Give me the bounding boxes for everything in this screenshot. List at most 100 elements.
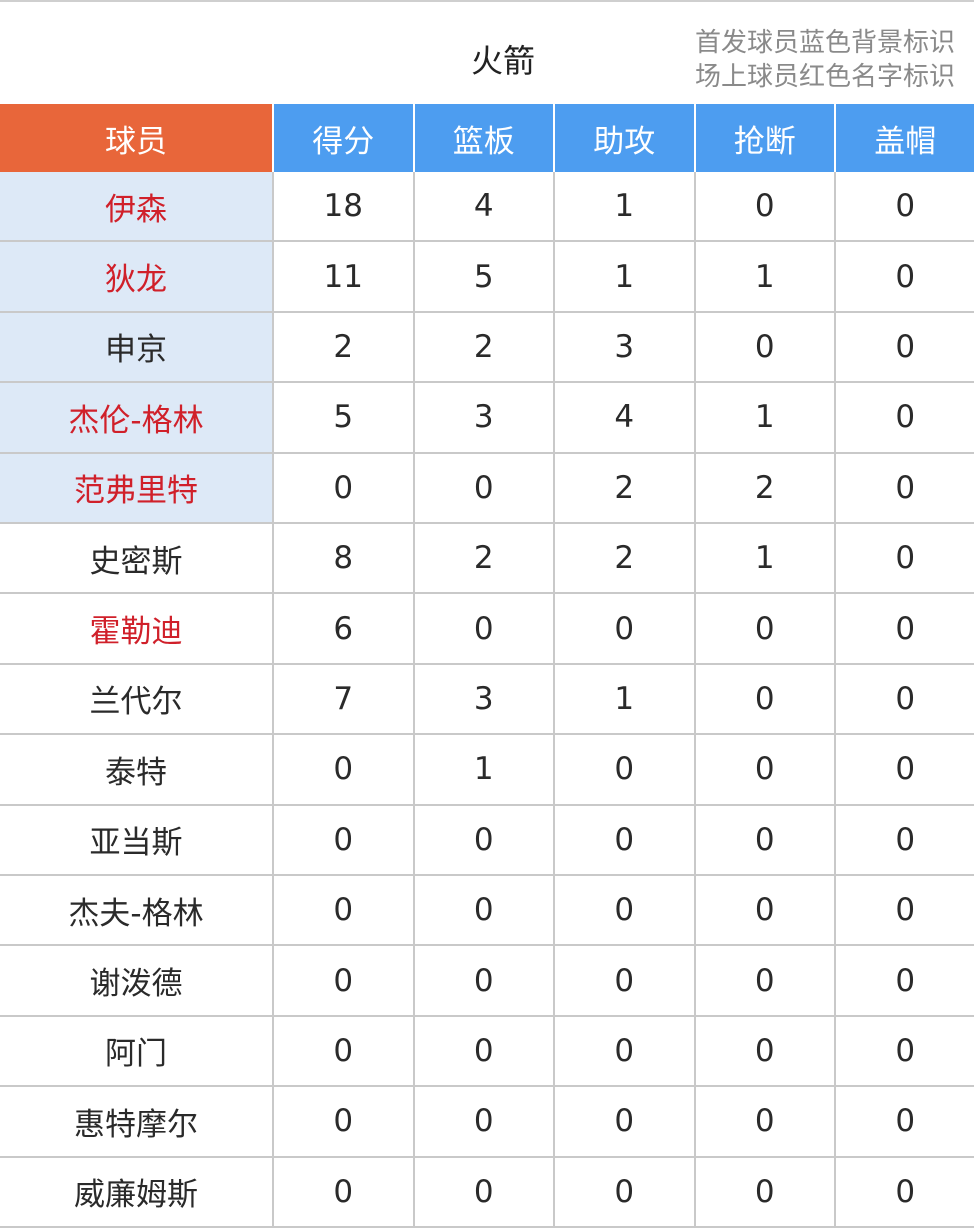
player-name: 伊森 xyxy=(0,172,274,243)
stat-cell: 4 xyxy=(414,172,555,243)
stat-cell: 0 xyxy=(555,735,696,806)
stat-cell: 0 xyxy=(695,946,836,1017)
stat-cell: 11 xyxy=(274,242,415,313)
stat-cell: 18 xyxy=(274,172,415,243)
stat-cell: 0 xyxy=(274,946,415,1017)
stat-cell: 1 xyxy=(414,735,555,806)
stat-cell: 0 xyxy=(836,806,974,876)
team-title: 火箭 xyxy=(470,42,535,80)
stat-cell: 0 xyxy=(695,594,836,665)
stat-cell: 1 xyxy=(695,242,836,313)
note: 首发球员蓝色背景标识 xyxy=(695,28,956,58)
stat-cell: 5 xyxy=(414,242,555,313)
stat-cell: 0 xyxy=(414,1087,555,1158)
stat-cell: 0 xyxy=(555,1157,696,1228)
stat-cell: 1 xyxy=(555,664,696,736)
player-name: 霍勒迪 xyxy=(0,594,274,665)
column-header: 篮板 xyxy=(414,104,555,172)
stat-cell: 4 xyxy=(555,383,696,454)
stat-cell: 0 xyxy=(695,312,836,384)
stat-cell: 0 xyxy=(695,172,836,243)
stat-cell: 0 xyxy=(555,1016,696,1088)
player-name: 威廉姆斯 xyxy=(0,1157,274,1228)
stat-cell: 0 xyxy=(274,1016,415,1088)
stat-cell: 3 xyxy=(555,312,696,384)
stat-cell: 0 xyxy=(274,1157,415,1228)
stat-cell: 0 xyxy=(695,1087,836,1158)
stat-cell: 0 xyxy=(836,1158,974,1228)
stat-cell: 0 xyxy=(836,594,974,665)
player-name: 泰特 xyxy=(0,735,274,806)
stat-cell: 0 xyxy=(555,805,696,876)
stat-cell: 0 xyxy=(836,946,974,1017)
stat-cell: 1 xyxy=(555,242,696,313)
stat-cell: 5 xyxy=(274,383,415,454)
stat-cell: 0 xyxy=(555,876,696,947)
stat-cell: 7 xyxy=(274,664,415,736)
stat-cell: 0 xyxy=(555,1087,696,1158)
column-header: 盖帽 xyxy=(836,104,974,172)
player-name: 狄龙 xyxy=(0,242,274,313)
stat-cell: 0 xyxy=(695,664,836,736)
stat-cell: 0 xyxy=(414,1157,555,1228)
player-name: 杰夫-格林 xyxy=(0,876,274,947)
stat-cell: 0 xyxy=(414,1016,555,1088)
stat-cell: 0 xyxy=(274,805,415,876)
stat-cell: 0 xyxy=(836,876,974,947)
player-name: 史密斯 xyxy=(0,524,274,595)
stat-cell: 2 xyxy=(414,524,555,595)
stat-cell: 0 xyxy=(695,1016,836,1088)
stat-cell: 2 xyxy=(555,453,696,524)
column-header: 助攻 xyxy=(555,104,696,172)
column-header: 抢断 xyxy=(695,104,836,172)
stat-cell: 0 xyxy=(414,876,555,947)
stat-cell: 0 xyxy=(555,946,696,1017)
stat-cell: 1 xyxy=(695,383,836,454)
stat-cell: 0 xyxy=(274,876,415,947)
player-name: 惠特摩尔 xyxy=(0,1087,274,1158)
stat-cell: 1 xyxy=(695,524,836,595)
column-header: 得分 xyxy=(274,104,415,172)
stat-cell: 1 xyxy=(555,172,696,243)
stat-cell: 0 xyxy=(555,594,696,665)
column-header: 球员 xyxy=(0,104,274,172)
stat-cell: 0 xyxy=(414,805,555,876)
stat-cell: 0 xyxy=(836,454,974,524)
stat-cell: 0 xyxy=(836,383,974,454)
note: 场上球员红色名字标识 xyxy=(695,62,956,92)
stat-cell: 2 xyxy=(274,312,415,384)
stat-cell: 0 xyxy=(836,313,974,384)
player-name: 杰伦-格林 xyxy=(0,383,274,454)
player-name: 范弗里特 xyxy=(0,453,274,524)
player-name: 阿门 xyxy=(0,1016,274,1088)
stat-cell: 0 xyxy=(836,665,974,736)
stat-cell: 0 xyxy=(274,453,415,524)
stat-cell: 0 xyxy=(836,524,974,595)
stat-cell: 0 xyxy=(274,1087,415,1158)
stat-cell: 0 xyxy=(274,735,415,806)
stat-cell: 8 xyxy=(274,524,415,595)
player-name: 申京 xyxy=(0,312,274,384)
stat-cell: 2 xyxy=(414,312,555,384)
player-name: 亚当斯 xyxy=(0,805,274,876)
stat-cell: 0 xyxy=(414,453,555,524)
stat-cell: 3 xyxy=(414,383,555,454)
stat-cell: 0 xyxy=(414,594,555,665)
player-name: 兰代尔 xyxy=(0,664,274,736)
stat-cell: 0 xyxy=(695,805,836,876)
stat-cell: 0 xyxy=(836,172,974,243)
stat-cell: 2 xyxy=(695,453,836,524)
stat-cell: 2 xyxy=(555,524,696,595)
stat-cell: 6 xyxy=(274,594,415,665)
stat-cell: 0 xyxy=(836,1087,974,1158)
stat-cell: 3 xyxy=(414,664,555,736)
stat-cell: 0 xyxy=(836,735,974,806)
stat-cell: 0 xyxy=(836,242,974,313)
stat-cell: 0 xyxy=(695,735,836,806)
header: 火箭 首发球员蓝色背景标识 场上球员红色名字标识 xyxy=(0,0,974,103)
player-name: 谢泼德 xyxy=(0,946,274,1017)
stat-cell: 0 xyxy=(695,1157,836,1228)
stat-cell: 0 xyxy=(414,946,555,1017)
stat-cell: 0 xyxy=(836,1017,974,1088)
